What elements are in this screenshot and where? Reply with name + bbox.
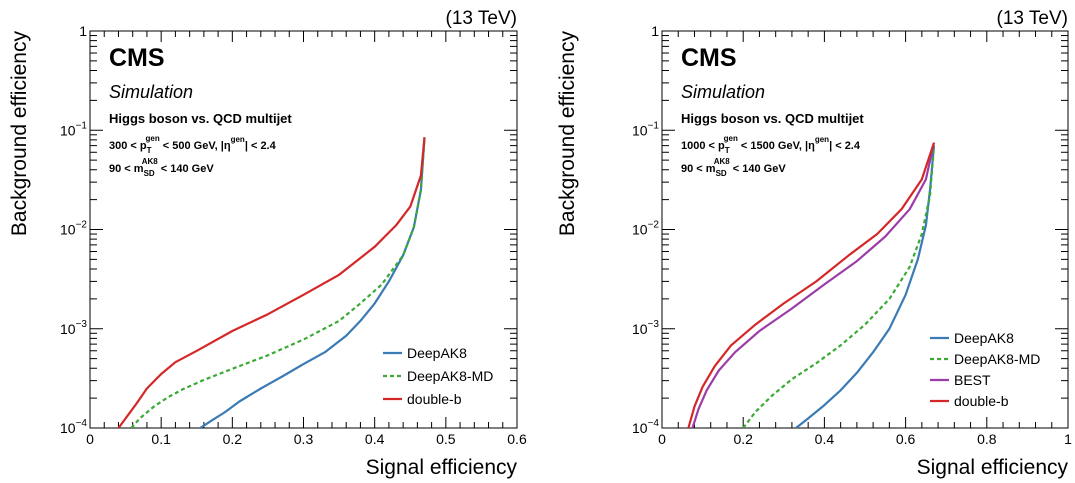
process-label: Higgs boson vs. QCD multijet	[681, 111, 864, 126]
x-axis-title: Signal efficiency	[366, 456, 518, 479]
y-tick-label: 10−1	[632, 120, 659, 138]
cut-subscript: SD	[716, 169, 727, 178]
y-tick-base: 10	[632, 420, 648, 436]
cut-superscript: AK8	[142, 157, 159, 166]
cut-label-mass: 90 < mSD AK8 < 140 GeV	[681, 157, 786, 178]
chart-panel-1: 0 0.1 0.2 0.3 0.4 0.5 0.610−410−310−210−11Sign…	[8, 8, 527, 479]
y-tick-label: 10−3	[60, 319, 87, 337]
legend-label: BEST	[954, 372, 991, 388]
cut-text: < 500 GeV, |η	[160, 140, 231, 152]
cut-subscript: T	[147, 146, 152, 155]
x-tick-label: 0.4	[365, 431, 385, 447]
cut-superscript: AK8	[714, 157, 731, 166]
y-tick-exponent: −2	[76, 220, 88, 231]
y-tick-exponent: −3	[76, 319, 88, 330]
energy-label: (13 TeV)	[446, 8, 517, 29]
series-line-deepak8	[199, 137, 426, 428]
legend-label: DeepAK8	[954, 330, 1014, 346]
cut-text: < 1500 GeV, |η	[738, 140, 815, 152]
y-tick-base: 10	[632, 122, 648, 138]
x-tick-label: 0.6	[507, 431, 527, 447]
series-line-best	[691, 142, 936, 428]
cut-text: < 140 GeV	[730, 163, 787, 175]
x-tick-label: 1	[1064, 431, 1072, 447]
cut-text: 90 < m	[681, 163, 716, 175]
y-tick-base: 1	[79, 23, 87, 39]
x-tick-label: 0	[658, 431, 666, 447]
legend: DeepAK8 DeepAK8-MD BEST double-b	[930, 330, 1040, 409]
cut-superscript: gen	[231, 135, 245, 144]
y-tick-label: 10−1	[60, 120, 87, 138]
y-tick-base: 10	[632, 222, 648, 238]
cut-label-pt: 300 < pTgen < 500 GeV, |ηgen| < 2.4	[109, 134, 277, 155]
y-tick-base: 10	[60, 122, 76, 138]
cms-label: CMS	[109, 44, 165, 72]
y-tick-label: 1	[651, 23, 659, 39]
cut-text: | < 2.4	[245, 140, 277, 152]
y-tick-label: 10−3	[632, 319, 659, 337]
x-tick-label: 0	[86, 431, 94, 447]
x-tick-label: 0.2	[733, 431, 753, 447]
legend-label: DeepAK8-MD	[954, 351, 1040, 367]
y-tick-label: 10−2	[632, 220, 659, 238]
y-tick-exponent: −3	[648, 319, 660, 330]
x-tick-label: 0.6	[896, 431, 916, 447]
y-tick-base: 1	[651, 23, 659, 39]
y-tick-base: 10	[632, 321, 648, 337]
cut-superscript: gen	[724, 134, 738, 143]
y-axis-title: Background efficiency	[8, 31, 31, 237]
cut-text: 300 < p	[109, 140, 147, 152]
x-axis-title: Signal efficiency	[917, 456, 1069, 479]
cut-superscript: gen	[146, 134, 160, 143]
x-tick-label: 0.5	[436, 431, 456, 447]
y-tick-label: 10−4	[60, 418, 87, 436]
y-tick-label: 10−4	[632, 418, 659, 436]
legend-label: DeepAK8	[407, 345, 467, 361]
cut-text: 1000 < p	[681, 140, 725, 152]
y-tick-base: 10	[60, 222, 76, 238]
legend-label: double-b	[407, 391, 462, 407]
x-tick-label: 0.8	[977, 431, 997, 447]
y-tick-exponent: −1	[648, 120, 660, 131]
series-line-double-b	[117, 137, 426, 428]
cut-label-pt: 1000 < pTgen < 1500 GeV, |ηgen| < 2.4	[681, 134, 861, 155]
energy-label: (13 TeV)	[997, 8, 1068, 29]
cut-text: | < 2.4	[829, 140, 861, 152]
cut-text: < 140 GeV	[158, 163, 215, 175]
y-tick-label: 1	[79, 23, 87, 39]
y-tick-base: 10	[60, 321, 76, 337]
cut-superscript: gen	[815, 135, 829, 144]
series-line-deepak8	[795, 145, 936, 428]
y-tick-exponent: −4	[76, 418, 88, 429]
simulation-label: Simulation	[109, 82, 193, 102]
cut-label-mass: 90 < mSD AK8 < 140 GeV	[109, 157, 214, 178]
y-tick-label: 10−2	[60, 220, 87, 238]
y-axis-title: Background efficiency	[556, 31, 579, 237]
y-tick-base: 10	[60, 420, 76, 436]
cms-label: CMS	[681, 44, 737, 72]
legend-label: double-b	[954, 393, 1009, 409]
cut-subscript: T	[725, 146, 730, 155]
x-tick-label: 0.4	[815, 431, 835, 447]
y-tick-exponent: −2	[648, 220, 660, 231]
process-label: Higgs boson vs. QCD multijet	[109, 111, 292, 126]
series-line-deepak8-md	[130, 137, 426, 428]
simulation-label: Simulation	[681, 82, 765, 102]
cut-subscript: SD	[144, 169, 155, 178]
y-tick-exponent: −1	[76, 120, 88, 131]
series-line-double-b	[687, 142, 936, 428]
legend: DeepAK8 DeepAK8-MD double-b	[383, 345, 493, 407]
cut-text: 90 < m	[109, 163, 144, 175]
x-tick-label: 0.2	[223, 431, 243, 447]
x-tick-label: 0.3	[294, 431, 314, 447]
legend-label: DeepAK8-MD	[407, 368, 493, 384]
x-tick-label: 0.1	[151, 431, 171, 447]
series-line-deepak8-md	[742, 145, 936, 428]
y-tick-exponent: −4	[648, 418, 660, 429]
